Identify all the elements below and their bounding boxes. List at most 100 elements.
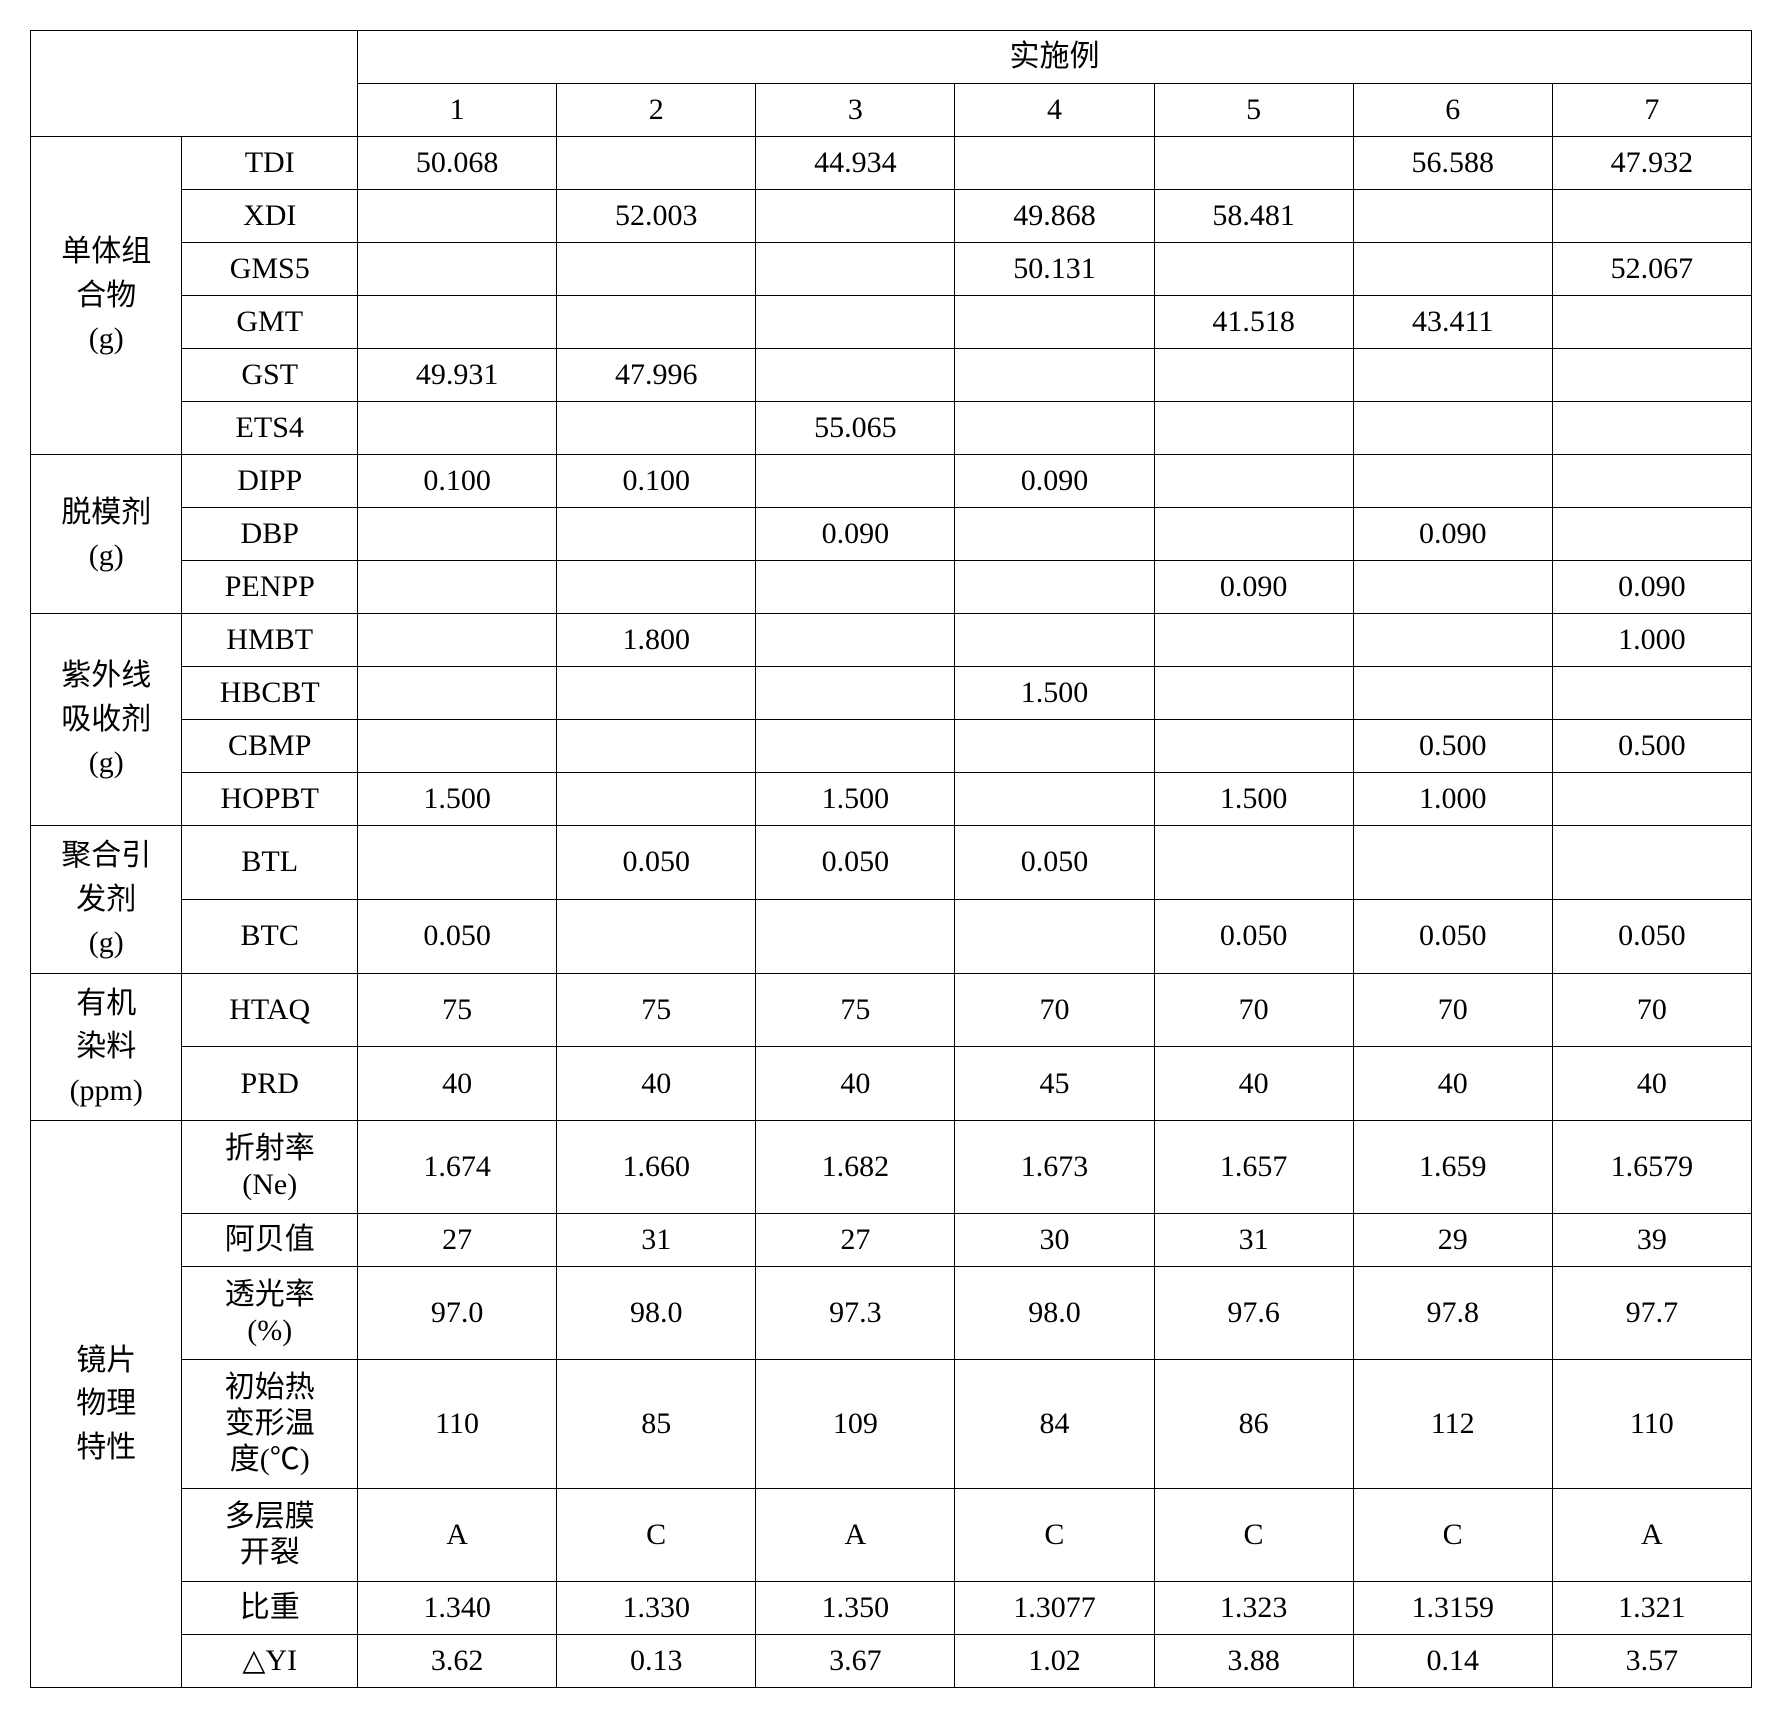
cell-value (756, 349, 955, 402)
cell-value (955, 349, 1154, 402)
cell-value: 52.067 (1552, 243, 1751, 296)
cell-value: 40 (756, 1047, 955, 1121)
cell-value (1154, 402, 1353, 455)
header-col: 3 (756, 84, 955, 137)
header-col: 5 (1154, 84, 1353, 137)
cell-value: 56.588 (1353, 137, 1552, 190)
cell-value: 0.050 (1552, 899, 1751, 973)
cell-value (1353, 190, 1552, 243)
cell-value: 1.500 (1154, 773, 1353, 826)
cell-value (557, 667, 756, 720)
cell-value: 86 (1154, 1360, 1353, 1489)
cell-value (557, 508, 756, 561)
cell-value: 40 (1154, 1047, 1353, 1121)
cell-value: 97.3 (756, 1267, 955, 1360)
row-sublabel: PENPP (182, 561, 358, 614)
cell-value: C (557, 1489, 756, 1582)
cell-value: 0.500 (1552, 720, 1751, 773)
cell-value: 0.050 (358, 899, 557, 973)
cell-value: 27 (358, 1214, 557, 1267)
cell-value: 75 (358, 973, 557, 1047)
row-sublabel: 阿贝值 (182, 1214, 358, 1267)
cell-value: 1.674 (358, 1121, 557, 1214)
cell-value (756, 614, 955, 667)
cell-value: 0.500 (1353, 720, 1552, 773)
row-sublabel: △YI (182, 1635, 358, 1688)
cell-value (557, 402, 756, 455)
cell-value (557, 243, 756, 296)
cell-value (358, 561, 557, 614)
cell-value: 1.3077 (955, 1582, 1154, 1635)
cell-value: 0.090 (1353, 508, 1552, 561)
cell-value (756, 243, 955, 296)
row-sublabel: GMT (182, 296, 358, 349)
cell-value: 70 (1154, 973, 1353, 1047)
cell-value: 29 (1353, 1214, 1552, 1267)
cell-value: A (1552, 1489, 1751, 1582)
cell-value (756, 561, 955, 614)
cell-value (557, 561, 756, 614)
cell-value (756, 190, 955, 243)
header-col: 4 (955, 84, 1154, 137)
cell-value: 47.996 (557, 349, 756, 402)
cell-value: 27 (756, 1214, 955, 1267)
cell-value (756, 296, 955, 349)
cell-value: 75 (756, 973, 955, 1047)
row-sublabel: XDI (182, 190, 358, 243)
cell-value (1353, 561, 1552, 614)
cell-value (358, 190, 557, 243)
cell-value (1154, 720, 1353, 773)
cell-value (1353, 243, 1552, 296)
cell-value (557, 720, 756, 773)
header-col: 2 (557, 84, 756, 137)
row-sublabel: DBP (182, 508, 358, 561)
cell-value (1154, 349, 1353, 402)
cell-value: 52.003 (557, 190, 756, 243)
cell-value: A (358, 1489, 557, 1582)
cell-value: 1.500 (756, 773, 955, 826)
cell-value: 40 (1353, 1047, 1552, 1121)
cell-value (1154, 243, 1353, 296)
cell-value: 1.000 (1552, 614, 1751, 667)
cell-value: 40 (358, 1047, 557, 1121)
cell-value: 0.090 (1154, 561, 1353, 614)
group-label: 有机染料(ppm) (31, 973, 182, 1121)
cell-value (1353, 455, 1552, 508)
cell-value (1353, 826, 1552, 900)
group-label: 单体组合物(g) (31, 137, 182, 455)
cell-value: 0.050 (1353, 899, 1552, 973)
cell-value (955, 296, 1154, 349)
cell-value (1154, 667, 1353, 720)
cell-value: 0.090 (955, 455, 1154, 508)
row-sublabel: 透光率(%) (182, 1267, 358, 1360)
cell-value (358, 243, 557, 296)
cell-value: 109 (756, 1360, 955, 1489)
cell-value: 0.14 (1353, 1635, 1552, 1688)
cell-value (557, 899, 756, 973)
cell-value: 1.330 (557, 1582, 756, 1635)
header-col: 1 (358, 84, 557, 137)
cell-value (358, 296, 557, 349)
cell-value: 45 (955, 1047, 1154, 1121)
cell-value: 47.932 (1552, 137, 1751, 190)
header-col: 6 (1353, 84, 1552, 137)
cell-value (557, 773, 756, 826)
cell-value (1154, 455, 1353, 508)
cell-value: 70 (955, 973, 1154, 1047)
cell-value (1552, 667, 1751, 720)
cell-value (1552, 455, 1751, 508)
cell-value (756, 720, 955, 773)
row-sublabel: HTAQ (182, 973, 358, 1047)
cell-value: 3.88 (1154, 1635, 1353, 1688)
cell-value: 70 (1552, 973, 1751, 1047)
cell-value: 1.323 (1154, 1582, 1353, 1635)
row-sublabel: TDI (182, 137, 358, 190)
row-sublabel: 初始热变形温度(℃) (182, 1360, 358, 1489)
cell-value: 40 (557, 1047, 756, 1121)
cell-value (557, 296, 756, 349)
cell-value: 1.000 (1353, 773, 1552, 826)
cell-value: 0.090 (756, 508, 955, 561)
cell-value: 1.682 (756, 1121, 955, 1214)
cell-value: 1.350 (756, 1582, 955, 1635)
cell-value: 1.657 (1154, 1121, 1353, 1214)
